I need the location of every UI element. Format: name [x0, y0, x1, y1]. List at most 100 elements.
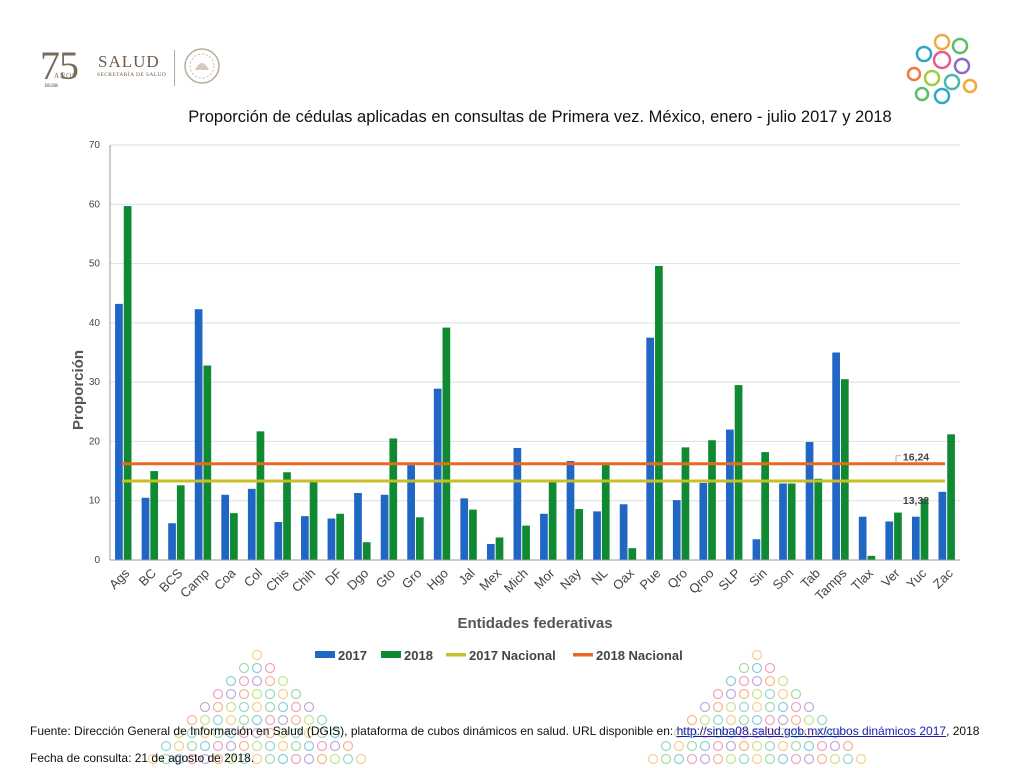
x-tick-label-BC: BC [136, 566, 159, 589]
decorative-ring [751, 714, 763, 726]
decorative-ring [751, 662, 763, 674]
decorative-ring [673, 753, 685, 765]
logo-years: 1943 - 2018 [44, 84, 58, 89]
decorative-ring [342, 740, 354, 752]
legend-label-2018 Nacional: 2018 Nacional [596, 648, 683, 663]
x-tick-label-Son: Son [769, 566, 796, 593]
decorative-ring [764, 714, 776, 726]
decorative-ring [238, 675, 250, 687]
decorative-ring [264, 740, 276, 752]
bar-2018-Sin [761, 452, 769, 560]
decorative-ring [212, 714, 224, 726]
decorative-ring [686, 714, 698, 726]
bar-2017-Qroo [699, 482, 708, 560]
x-tick-label-Oax: Oax [610, 565, 638, 593]
x-tick-label-Pue: Pue [637, 566, 664, 593]
decorative-ring [186, 740, 198, 752]
bar-2018-Son [787, 483, 796, 560]
decorative-ring [290, 701, 302, 713]
bar-2017-Chih [301, 516, 309, 560]
chart-bars [115, 206, 955, 561]
decorative-ring [251, 649, 263, 661]
bar-2018-Mich [522, 525, 530, 560]
decorative-ring [251, 714, 263, 726]
decorative-ring [699, 740, 711, 752]
bar-2017-Tamps [832, 352, 840, 560]
decorative-ring [725, 701, 737, 713]
decorative-ring [316, 753, 328, 765]
legend-swatch-2017 Nacional [446, 653, 466, 657]
logo-secretaria: SECRETARÍA DE SALUD [97, 72, 167, 78]
x-tick-label-DF: DF [322, 565, 345, 588]
logo-ring [962, 78, 978, 94]
decorative-ring [277, 675, 289, 687]
decorative-ring [251, 701, 263, 713]
legend-label-2018: 2018 [404, 648, 433, 663]
decorative-ring [738, 753, 750, 765]
decorative-ring [777, 753, 789, 765]
bar-2017-Yuc [911, 516, 920, 560]
decorative-ring [329, 740, 341, 752]
decorative-ring [303, 753, 315, 765]
decorative-ring [277, 701, 289, 713]
reference-line-leader [895, 455, 901, 463]
decorative-ring [764, 701, 776, 713]
decorative-ring [816, 714, 828, 726]
decorative-ring [212, 727, 224, 739]
decorative-ring [186, 727, 198, 739]
bar-2017-Hgo [433, 388, 442, 560]
logo-ring [933, 87, 951, 105]
decorative-ring [790, 688, 802, 700]
decorative-ring [251, 727, 263, 739]
x-tick-label-Ver: Ver [878, 565, 903, 590]
bar-2017-Coa [221, 494, 230, 560]
bar-2018-Tlax [867, 555, 876, 560]
x-tick-label-Camp: Camp [177, 566, 212, 601]
decorative-ring [303, 701, 315, 713]
bar-2017-Tlax [858, 516, 867, 560]
decorative-ring [842, 753, 854, 765]
decorative-ring [803, 701, 815, 713]
decorative-ring [829, 753, 841, 765]
logo-75-anos: 75 AÑOS 1943 - 2018 [40, 42, 79, 89]
chart-reference-lines: 13,32 16,24 [122, 452, 945, 507]
decorative-ring [225, 714, 237, 726]
decorative-ring [264, 675, 276, 687]
y-tick-label-50: 50 [89, 259, 101, 270]
decorative-ring [316, 740, 328, 752]
bar-2017-Son [779, 483, 787, 560]
decorative-ring [699, 701, 711, 713]
bar-2018-Yuc [920, 498, 929, 560]
decorative-ring [660, 753, 672, 765]
decorative-ring [238, 701, 250, 713]
bar-2018-Mex [495, 537, 504, 560]
decorative-ring [329, 753, 341, 765]
chart-gridlines [110, 144, 960, 502]
x-tick-label-Jal: Jal [455, 565, 477, 587]
decorative-ring [277, 688, 289, 700]
decorative-ring [699, 727, 711, 739]
decorative-ring [764, 740, 776, 752]
decorative-ring [725, 753, 737, 765]
x-tick-label-NL: NL [588, 566, 610, 588]
decorative-ring [790, 727, 802, 739]
bar-2018-DF [336, 513, 344, 560]
bar-2018-Tamps [840, 379, 849, 560]
decorative-pyramid-left [147, 649, 367, 765]
decorative-ring [777, 688, 789, 700]
decorative-ring [225, 688, 237, 700]
national-seal-icon [184, 48, 220, 84]
y-tick-label-70: 70 [89, 140, 101, 151]
decorative-ring [738, 727, 750, 739]
decorative-ring [290, 740, 302, 752]
source-link[interactable]: http://sinba08.salud.gob.mx/cubos dinámi… [676, 724, 947, 738]
bar-2018-Zac [947, 434, 955, 560]
decorative-ring [199, 753, 211, 765]
bar-2018-Coa [230, 513, 238, 560]
legend-swatch-2017 [315, 651, 335, 658]
decorative-ring [712, 701, 724, 713]
decorative-ring [199, 714, 211, 726]
logo-ring [951, 37, 969, 55]
decorative-ring [738, 688, 750, 700]
logo-ring [932, 50, 952, 70]
